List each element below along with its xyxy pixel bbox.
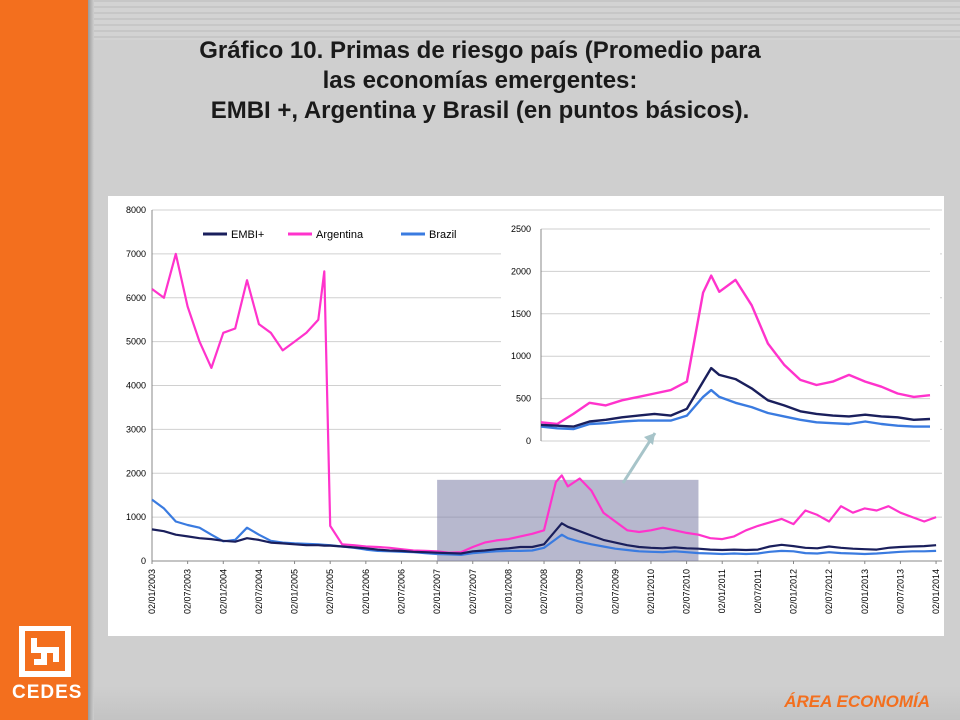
legend-label: Brazil — [429, 229, 457, 241]
series-line-argentina — [151, 252, 937, 554]
chart-svg: 01000200030004000500060007000800002/01/2… — [126, 205, 942, 614]
y-tick-label: 4000 — [126, 381, 146, 391]
chart-panel: 0 1000 2000 3000 4000 5000 6000 7000 8000 02/01/2… — [108, 196, 944, 636]
x-tick-label: 02/01/2011 — [717, 569, 727, 613]
footer-bar — [94, 686, 960, 720]
inset-y-tick-label: 500 — [516, 394, 531, 404]
x-tick-label: 02/01/2004 — [218, 569, 228, 614]
sidebar-edge — [88, 0, 94, 720]
x-tick-label: 02/01/2012 — [789, 569, 799, 614]
y-tick-label: 8000 — [126, 205, 146, 215]
x-tick-label: 02/07/2013 — [895, 569, 905, 614]
y-tick-label: 2000 — [126, 468, 146, 478]
inset-chart-bg — [501, 211, 940, 459]
x-tick-label: 02/01/2010 — [646, 569, 656, 614]
inset-y-tick-label: 1500 — [511, 309, 531, 319]
cedes-logo-icon — [19, 625, 71, 677]
x-tick-label: 02/07/2010 — [682, 569, 692, 614]
x-tick-label: 02/01/2005 — [290, 569, 300, 614]
inset-y-tick-label: 2000 — [511, 266, 531, 276]
inset-y-tick-label: 0 — [526, 436, 531, 446]
inset-series-line-embi — [540, 366, 931, 428]
x-tick-label: 02/07/2008 — [539, 569, 549, 614]
x-tick-label: 02/07/2007 — [468, 569, 478, 614]
x-tick-label: 02/01/2014 — [931, 569, 941, 614]
logo-text: CEDES — [12, 682, 83, 703]
title-line-3: EMBI +, Argentina y Brasil (en puntos bá… — [210, 97, 750, 124]
y-tick-label: 3000 — [126, 424, 146, 434]
legend-label: Argentina — [316, 229, 364, 241]
footer-label: ÁREA ECONOMÍA — [784, 692, 930, 711]
inset-y-tick-label: 2500 — [511, 224, 531, 234]
sidebar — [0, 0, 88, 720]
title-line-1: Gráfico 10. Primas de riesgo país (Prome… — [199, 37, 761, 64]
x-tick-label: 02/07/2011 — [753, 569, 763, 613]
x-tick-label: 02/07/2005 — [325, 569, 335, 614]
slide-title: Gráfico 10. Primas de riesgo país (Prome… — [100, 36, 860, 126]
y-tick-label: 6000 — [126, 293, 146, 303]
title-line-2: las economías emergentes: — [322, 67, 638, 94]
x-tick-label: 02/07/2012 — [824, 569, 834, 614]
x-tick-label: 02/07/2009 — [610, 569, 620, 614]
x-tick-label: 02/01/2003 — [147, 569, 157, 614]
y-tick-label: 7000 — [126, 249, 146, 259]
x-tick-label: 02/01/2008 — [503, 569, 513, 614]
inset-series-line-argentina — [540, 274, 931, 426]
x-tick-label: 02/01/2009 — [575, 569, 585, 614]
series-line-embi — [151, 522, 937, 555]
y-tick-label: 0 — [141, 556, 146, 566]
header-decoration — [94, 0, 960, 40]
x-tick-label: 02/01/2007 — [432, 569, 442, 614]
x-tick-label: 02/01/2006 — [361, 569, 371, 614]
cedes-logo: CEDES — [12, 625, 83, 716]
x-tick-label: 02/07/2004 — [254, 569, 264, 614]
legend-label: EMBI+ — [231, 229, 264, 241]
x-tick-label: 02/01/2013 — [860, 569, 870, 614]
zoom-arrow-head — [644, 433, 655, 445]
y-tick-label: 1000 — [126, 512, 146, 522]
x-tick-label: 02/07/2003 — [183, 569, 193, 614]
y-tick-label: 5000 — [126, 337, 146, 347]
x-tick-label: 02/07/2006 — [396, 569, 406, 614]
inset-y-tick-label: 1000 — [511, 351, 531, 361]
inset-series-line-brazil — [540, 388, 930, 431]
